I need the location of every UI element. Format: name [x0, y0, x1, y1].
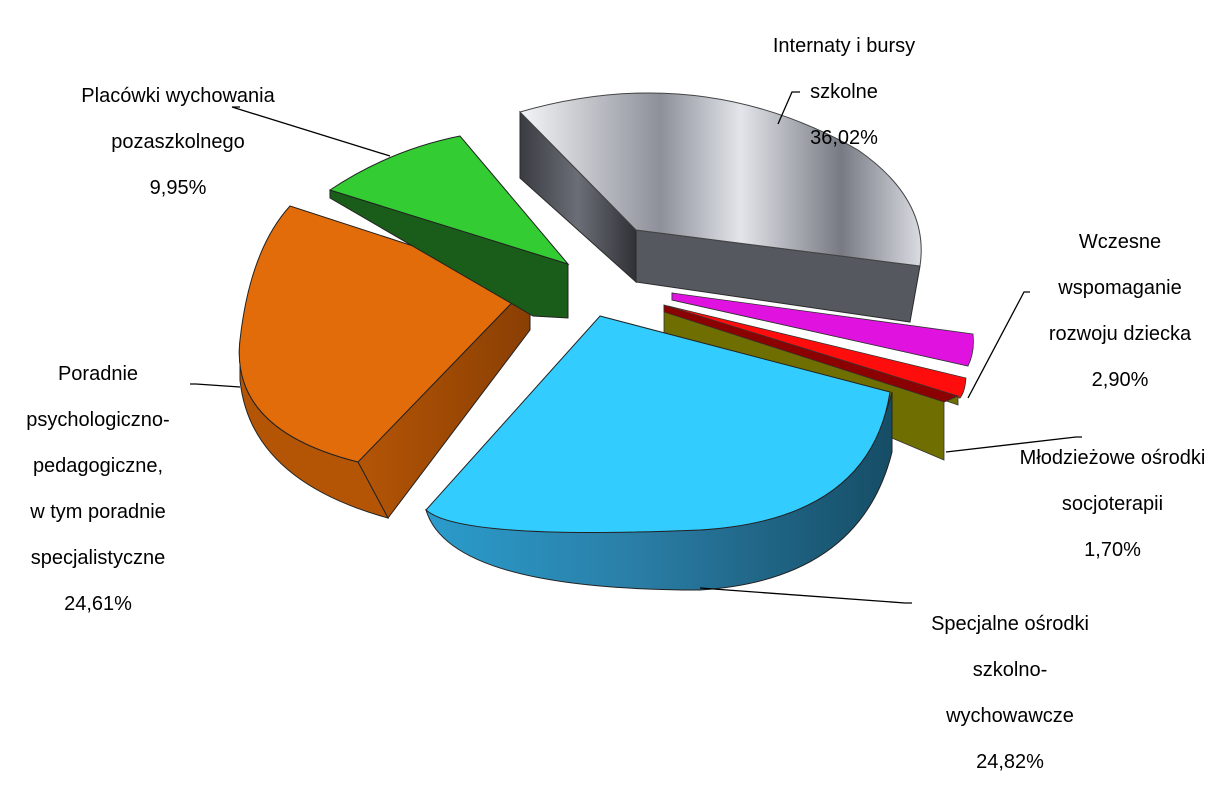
leader-internaty [777, 91, 800, 125]
label-specjalne-line3: wychowawcze [946, 705, 1074, 727]
leader-specjalne [699, 587, 912, 604]
slice-placowki-top [328, 135, 570, 265]
slice-placowki [328, 135, 570, 319]
label-mos-value: 1,70% [1084, 539, 1141, 561]
label-mos-line1: Młodzieżowe ośrodki [1019, 447, 1206, 469]
label-poradnie-line3: pedagogiczne, [32, 455, 164, 477]
leader-lines [190, 91, 1082, 604]
label-wczesne-line1: Wczesne [1078, 231, 1162, 253]
leader-poradnie [190, 383, 241, 388]
label-wczesne-value: 2,90% [1091, 369, 1149, 391]
leader-wczesne [967, 291, 1030, 399]
slice-specjalne [425, 315, 893, 591]
pie-chart: Internaty i bursy szkolne 36,02% Wczesne… [0, 12, 1225, 773]
label-internaty-line1: Internaty i bursy [772, 35, 916, 57]
pie-chart-svg [190, 91, 1082, 604]
label-poradnie-line1: Poradnie [57, 363, 139, 385]
label-internaty-line2: szkolne [810, 81, 878, 103]
label-specjalne-value: 24,82% [976, 751, 1044, 773]
label-placowki-line1: Placówki wychowania [81, 85, 275, 107]
label-specjalne-line1: Specjalne ośrodki [931, 613, 1089, 635]
label-internaty: Internaty i bursy szkolne 36,02% [744, 12, 944, 173]
label-wczesne-line3: rozwoju dziecka [1048, 323, 1192, 345]
label-poradnie-value: 24,61% [64, 593, 132, 615]
slice-wczesne [671, 292, 974, 367]
label-wczesne-line2: wspomaganie [1058, 277, 1182, 299]
label-placowki: Placówki wychowania pozaszkolnego 9,95% [50, 62, 306, 223]
label-placowki-value: 9,95% [149, 177, 207, 199]
label-poradnie-line2: psychologiczno- [26, 409, 170, 431]
leader-placowki [231, 106, 391, 157]
slice-wczesne-top [671, 292, 974, 367]
slice-small-top [663, 304, 960, 403]
label-placowki-line2: pozaszkolnego [111, 131, 245, 153]
label-poradnie: Poradnie psychologiczno- pedagogiczne, w… [0, 340, 196, 639]
label-wczesne: Wczesne wspomaganie rozwoju dziecka 2,90… [1020, 208, 1220, 415]
slice-specjalne-top [425, 315, 891, 533]
label-poradnie-line5: specjalistyczne [30, 547, 166, 569]
leader-mos [945, 436, 1082, 453]
label-internaty-value: 36,02% [810, 127, 878, 149]
label-specjalne: Specjalne ośrodki szkolno- wychowawcze 2… [900, 590, 1120, 797]
label-mos-line2: socjoterapii [1061, 493, 1164, 515]
slice-internaty-top [519, 92, 922, 267]
label-mos: Młodzieżowe ośrodki socjoterapii 1,70% [1000, 424, 1225, 585]
label-poradnie-line4: w tym poradnie [30, 501, 166, 523]
label-specjalne-line2: szkolno- [972, 659, 1048, 681]
slice-internaty [519, 92, 922, 323]
